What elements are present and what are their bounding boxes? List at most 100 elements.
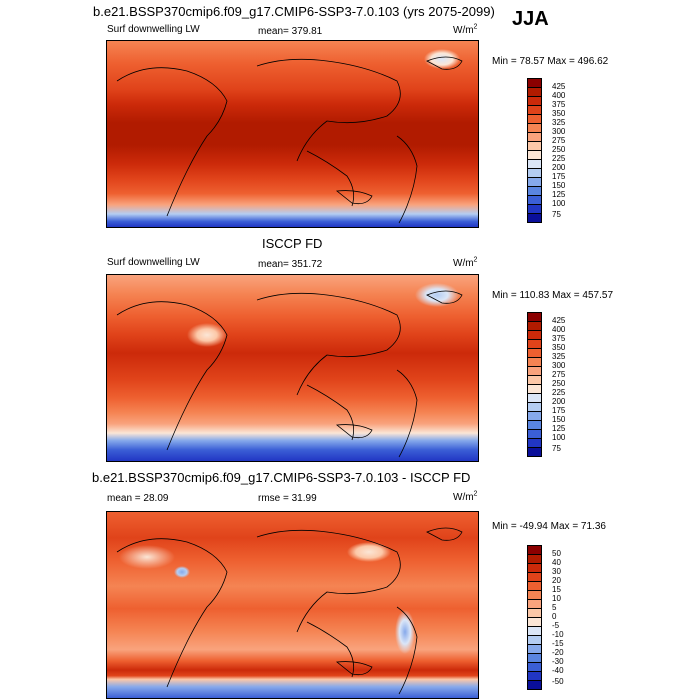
colorbar-tick: 40 (552, 558, 561, 567)
colorbar-tick: 225 (552, 388, 566, 397)
colorbar-swatch (527, 429, 542, 438)
panel-mean-label: mean = 28.09 (107, 493, 169, 504)
colorbar-tick: 425 (552, 316, 566, 325)
colorbar-tick: -50 (552, 677, 564, 686)
colorbar-swatch (527, 447, 542, 457)
coastline-outline (116, 56, 463, 224)
colorbar-swatch (527, 384, 542, 393)
colorbar-tick: -20 (552, 648, 564, 657)
colorbar-swatch (527, 590, 542, 599)
colorbar-swatch (527, 375, 542, 384)
colorbar-tick: 150 (552, 181, 566, 190)
colorbar-swatch (527, 653, 542, 662)
panel-min-max: Min = -49.94 Max = 71.36 (492, 521, 606, 532)
panel-units: W/m2 (453, 23, 478, 36)
colorbar-swatch (527, 644, 542, 653)
colorbar-tick: 0 (552, 612, 557, 621)
colorbar-tick: 175 (552, 406, 566, 415)
panel-mean-label: mean= 379.81 (258, 26, 323, 37)
colorbar-swatch (527, 96, 542, 105)
colorbar-swatch (527, 132, 542, 141)
colorbar-swatch (527, 438, 542, 447)
colorbar-tick: 150 (552, 415, 566, 424)
colorbar-swatch (527, 393, 542, 402)
colorbar-swatch (527, 554, 542, 563)
panel-units: W/m2 (453, 256, 478, 269)
colorbar-tick: 5 (552, 603, 557, 612)
panel-variable-label: Surf downwelling LW (107, 257, 200, 268)
colorbar-swatch (527, 420, 542, 429)
colorbar-swatch (527, 626, 542, 635)
colorbar-swatch (527, 141, 542, 150)
colorbar-swatch (527, 204, 542, 213)
colorbar-tick: 325 (552, 118, 566, 127)
colorbar-tick: 325 (552, 352, 566, 361)
colorbar-swatch (527, 366, 542, 375)
colorbar-tick: 20 (552, 576, 561, 585)
season-label: JJA (512, 8, 549, 30)
panel-mean-label: mean= 351.72 (258, 259, 323, 270)
colorbar-swatch (527, 186, 542, 195)
colorbar-swatch (527, 114, 542, 123)
colorbar-tick: 125 (552, 424, 566, 433)
colorbar-tick: 75 (552, 210, 561, 219)
colorbar-tick: -10 (552, 630, 564, 639)
colorbar-tick: 275 (552, 370, 566, 379)
colorbar-tick: -15 (552, 639, 564, 648)
colorbar-swatch (527, 78, 542, 87)
colorbar-tick: 50 (552, 549, 561, 558)
colorbar-tick: 100 (552, 433, 566, 442)
colorbar-tick: 175 (552, 172, 566, 181)
colorbar-tick: 375 (552, 334, 566, 343)
colorbar-tick: 225 (552, 154, 566, 163)
colorbar-swatch (527, 168, 542, 177)
map-model-surface-lw (106, 40, 479, 228)
colorbar-tick: 250 (552, 145, 566, 154)
colorbar-swatch (527, 159, 542, 168)
panel-rmse-label: rmse = 31.99 (258, 493, 317, 504)
colorbar-tick: 250 (552, 379, 566, 388)
colorbar-swatch (527, 635, 542, 644)
figure-title: b.e21.BSSP370cmip6.f09_g17.CMIP6-SSP3-7.… (93, 4, 495, 19)
colorbar-tick: 350 (552, 109, 566, 118)
colorbar-swatch (527, 339, 542, 348)
colorbar-tick: 275 (552, 136, 566, 145)
colorbar-tick: 300 (552, 361, 566, 370)
colorbar-tick: -30 (552, 657, 564, 666)
colorbar-tick: -40 (552, 666, 564, 675)
colorbar-swatch (527, 150, 542, 159)
colorbar-swatch (527, 213, 542, 223)
colorbar-swatch (527, 599, 542, 608)
panel-min-max: Min = 110.83 Max = 457.57 (492, 290, 614, 301)
colorbar-tick: 400 (552, 91, 566, 100)
panel-subtitle: b.e21.BSSP370cmip6.f09_g17.CMIP6-SSP3-7.… (92, 470, 471, 485)
colorbar-tick: 15 (552, 585, 561, 594)
colorbar-swatch (527, 402, 542, 411)
map-diff-surface-lw (106, 511, 479, 699)
colorbar-swatch (527, 123, 542, 132)
colorbar-swatch (527, 87, 542, 96)
colorbar-swatch (527, 617, 542, 626)
colorbar-swatch (527, 608, 542, 617)
colorbar-tick: 125 (552, 190, 566, 199)
colorbar-swatch (527, 330, 542, 339)
panel-subtitle: ISCCP FD (262, 236, 323, 251)
colorbar-tick: 350 (552, 343, 566, 352)
colorbar-swatch (527, 662, 542, 671)
colorbar-swatch (527, 348, 542, 357)
colorbar-tick: 400 (552, 325, 566, 334)
panel-units: W/m2 (453, 490, 478, 503)
colorbar-swatch (527, 411, 542, 420)
colorbar-tick: 200 (552, 163, 566, 172)
colorbar-tick: 30 (552, 567, 561, 576)
colorbar-swatch (527, 321, 542, 330)
colorbar-swatch (527, 195, 542, 204)
colorbar-swatch (527, 177, 542, 186)
colorbar-tick: 100 (552, 199, 566, 208)
coastline-outline (116, 527, 463, 695)
map-obs-surface-lw (106, 274, 479, 462)
coastline-outline (116, 290, 463, 458)
colorbar-tick: 425 (552, 82, 566, 91)
colorbar-tick: 10 (552, 594, 561, 603)
